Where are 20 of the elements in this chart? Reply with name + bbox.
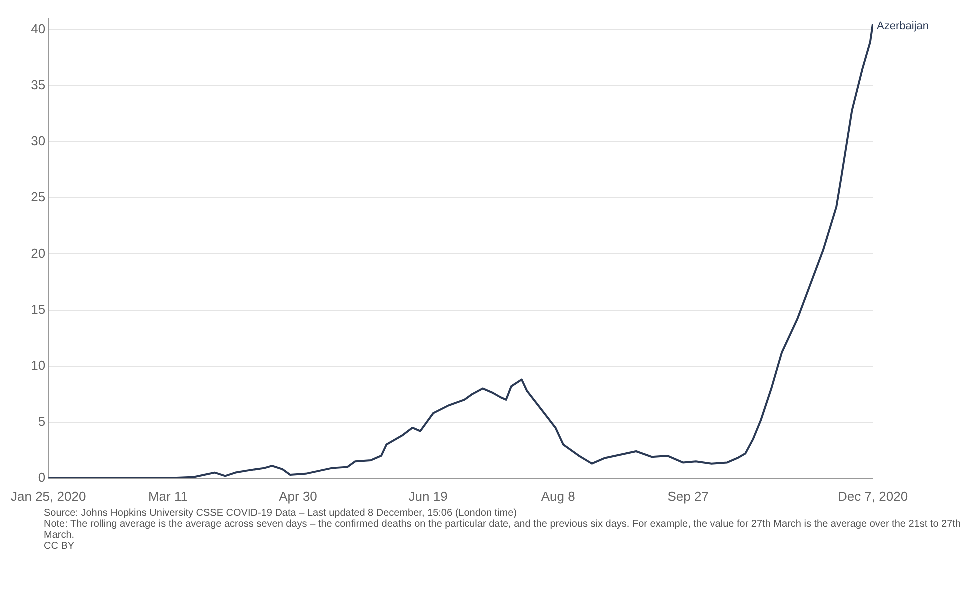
x-tick-label: Aug 8 [541,488,576,504]
series-label: Azerbaijan [877,20,929,32]
source-note: Source: Johns Hopkins University CSSE COVID-19 Data – Last updated 8 December, 15:06 (London time) [44,508,518,519]
x-tick-label: Jun 19 [408,488,448,504]
text: CC BY [44,541,76,552]
y-tick-label: 35 [31,78,46,93]
x-tick-label: Jan 25, 2020 [10,488,86,504]
y-tick-label: 15 [31,302,46,317]
y-tick-label: 30 [31,134,46,149]
text: Note: The rolling average is the average across seven days – the confirmed deaths on the particular date, and the previous six days. For example, the value for 27th March is the average over the 21st to 27th March. [44,519,962,541]
y-tick-label: 20 [31,246,46,261]
y-tick-label: 0 [38,470,46,485]
y-tick-label: 10 [31,358,46,373]
y-tick-label: 25 [31,190,46,205]
x-tick-label: Mar 11 [148,488,188,504]
x-tick-label: Sep 27 [668,488,709,504]
x-tick-label: Apr 30 [279,488,318,504]
y-tick-label: 40 [31,22,46,37]
x-tick-label: Dec 7, 2020 [838,488,908,504]
y-tick-label: 5 [38,414,46,429]
